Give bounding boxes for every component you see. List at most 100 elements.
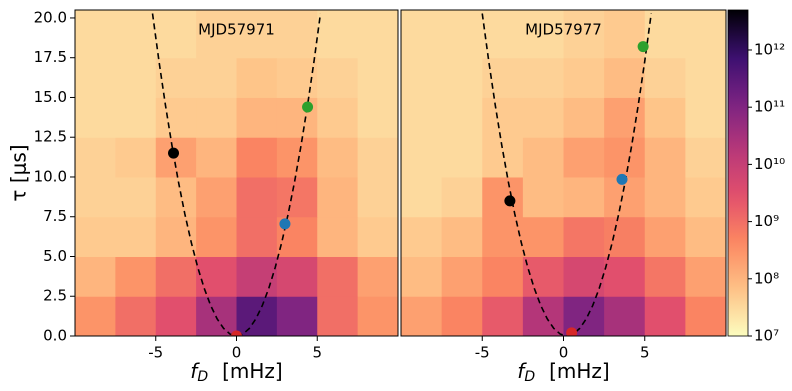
heatmap-cell xyxy=(276,10,318,59)
heatmap-cell xyxy=(441,137,483,178)
heatmap-cell xyxy=(522,57,564,98)
panel-title: MJD57971 xyxy=(198,21,275,39)
heatmap-cell xyxy=(685,296,726,336)
y-tick-label: 17.5 xyxy=(34,48,67,66)
heatmap-cell xyxy=(644,97,686,138)
heatmap-cell xyxy=(644,137,686,178)
heatmap-cell xyxy=(317,57,359,98)
heatmap-cell xyxy=(522,176,564,218)
x-tick-label: 0 xyxy=(559,344,569,362)
heatmap-cell xyxy=(196,216,237,257)
heatmap-cell xyxy=(644,176,686,218)
heatmap-cell xyxy=(563,256,605,297)
plot-area xyxy=(75,10,398,336)
x-axis-label: fD [mHz] xyxy=(190,359,282,386)
heatmap-cell xyxy=(685,176,726,218)
heatmap-cell xyxy=(196,256,237,297)
heatmap-cell xyxy=(685,137,726,178)
heatmap-cell xyxy=(357,57,398,98)
heatmap-cell xyxy=(317,176,359,218)
heatmap-cell xyxy=(357,216,398,257)
colorbar xyxy=(727,9,749,337)
heatmap-cell xyxy=(644,296,686,336)
heatmap-cell xyxy=(115,176,157,218)
heatmap-cell xyxy=(401,296,443,336)
heatmap-cell xyxy=(155,256,197,297)
x-label-symbol: f xyxy=(190,359,200,383)
heatmap-cell xyxy=(401,10,443,59)
heatmap-cell xyxy=(522,97,564,138)
heatmap-cell xyxy=(482,10,524,59)
heatmap-cell xyxy=(276,137,318,178)
point xyxy=(231,330,242,336)
point xyxy=(637,41,649,53)
x-tick-label: 5 xyxy=(640,344,650,362)
heatmap-cell xyxy=(604,296,646,336)
heatmap-cell xyxy=(115,97,157,138)
heatmap-cell xyxy=(115,10,157,59)
x-tick-label: -5 xyxy=(475,344,490,362)
heatmap-cell xyxy=(317,10,359,59)
y-axis-label: τ [μs] xyxy=(7,144,31,201)
heatmap-cell xyxy=(357,256,398,297)
heatmap-cell xyxy=(75,176,116,218)
heatmap-cell xyxy=(644,10,686,59)
heatmap-cell xyxy=(441,57,483,98)
heatmap-cell xyxy=(685,10,726,59)
heatmap-cell xyxy=(604,137,646,178)
heatmap-cell xyxy=(563,137,605,178)
point xyxy=(279,218,291,230)
y-tick-label: 15.0 xyxy=(34,88,67,106)
heatmap-cell xyxy=(482,137,524,178)
heatmap-cell xyxy=(75,57,116,98)
heatmap-cell xyxy=(522,137,564,178)
heatmap-cell xyxy=(155,10,197,59)
x-label-symbol: f xyxy=(517,359,527,383)
heatmap-cell xyxy=(115,137,157,178)
heatmap-cell xyxy=(357,10,398,59)
heatmap-cell xyxy=(604,57,646,98)
heatmap-cell xyxy=(401,57,443,98)
parabola-curve xyxy=(151,13,322,336)
heatmap-cell xyxy=(115,296,157,336)
heatmap-cell xyxy=(604,97,646,138)
x-tick-label: -5 xyxy=(148,344,163,362)
heatmap-cell xyxy=(196,57,237,98)
heatmap-cell xyxy=(563,97,605,138)
heatmap-cell xyxy=(441,256,483,297)
y-tick-label: 20.0 xyxy=(34,8,67,26)
heatmap-cell xyxy=(75,256,116,297)
heatmap-cell xyxy=(75,216,116,257)
y-tick-label: 7.5 xyxy=(43,207,67,225)
y-tick-label: 10.0 xyxy=(34,167,67,185)
heatmap-cell xyxy=(482,97,524,138)
heatmap-cell xyxy=(644,216,686,257)
point xyxy=(616,173,628,185)
heatmap-cell xyxy=(236,216,278,257)
y-tick-label: 0.0 xyxy=(43,327,67,345)
heatmap-cell xyxy=(276,176,318,218)
x-label-subscript: D xyxy=(197,369,208,385)
heatmap-cell xyxy=(317,256,359,297)
heatmap-cell xyxy=(563,10,605,59)
heatmap-cell xyxy=(196,97,237,138)
y-tick-label: 5.0 xyxy=(43,247,67,265)
heatmap-cell xyxy=(563,176,605,218)
heatmap-cell xyxy=(357,296,398,336)
heatmap-cell xyxy=(685,57,726,98)
x-tick-label: 5 xyxy=(312,344,322,362)
heatmap-cell xyxy=(75,10,116,59)
heatmap-cell xyxy=(276,256,318,297)
heatmap-cell xyxy=(236,57,278,98)
heatmap-cell xyxy=(236,10,278,59)
point xyxy=(168,147,180,159)
heatmap-cell xyxy=(317,137,359,178)
y-tick-label: 12.5 xyxy=(34,128,67,146)
heatmap-cell xyxy=(155,216,197,257)
heatmap-cell xyxy=(604,216,646,257)
heatmap-cell xyxy=(644,57,686,98)
heatmap-cell xyxy=(236,97,278,138)
heatmap-cell xyxy=(522,216,564,257)
heatmap-cell xyxy=(401,97,443,138)
